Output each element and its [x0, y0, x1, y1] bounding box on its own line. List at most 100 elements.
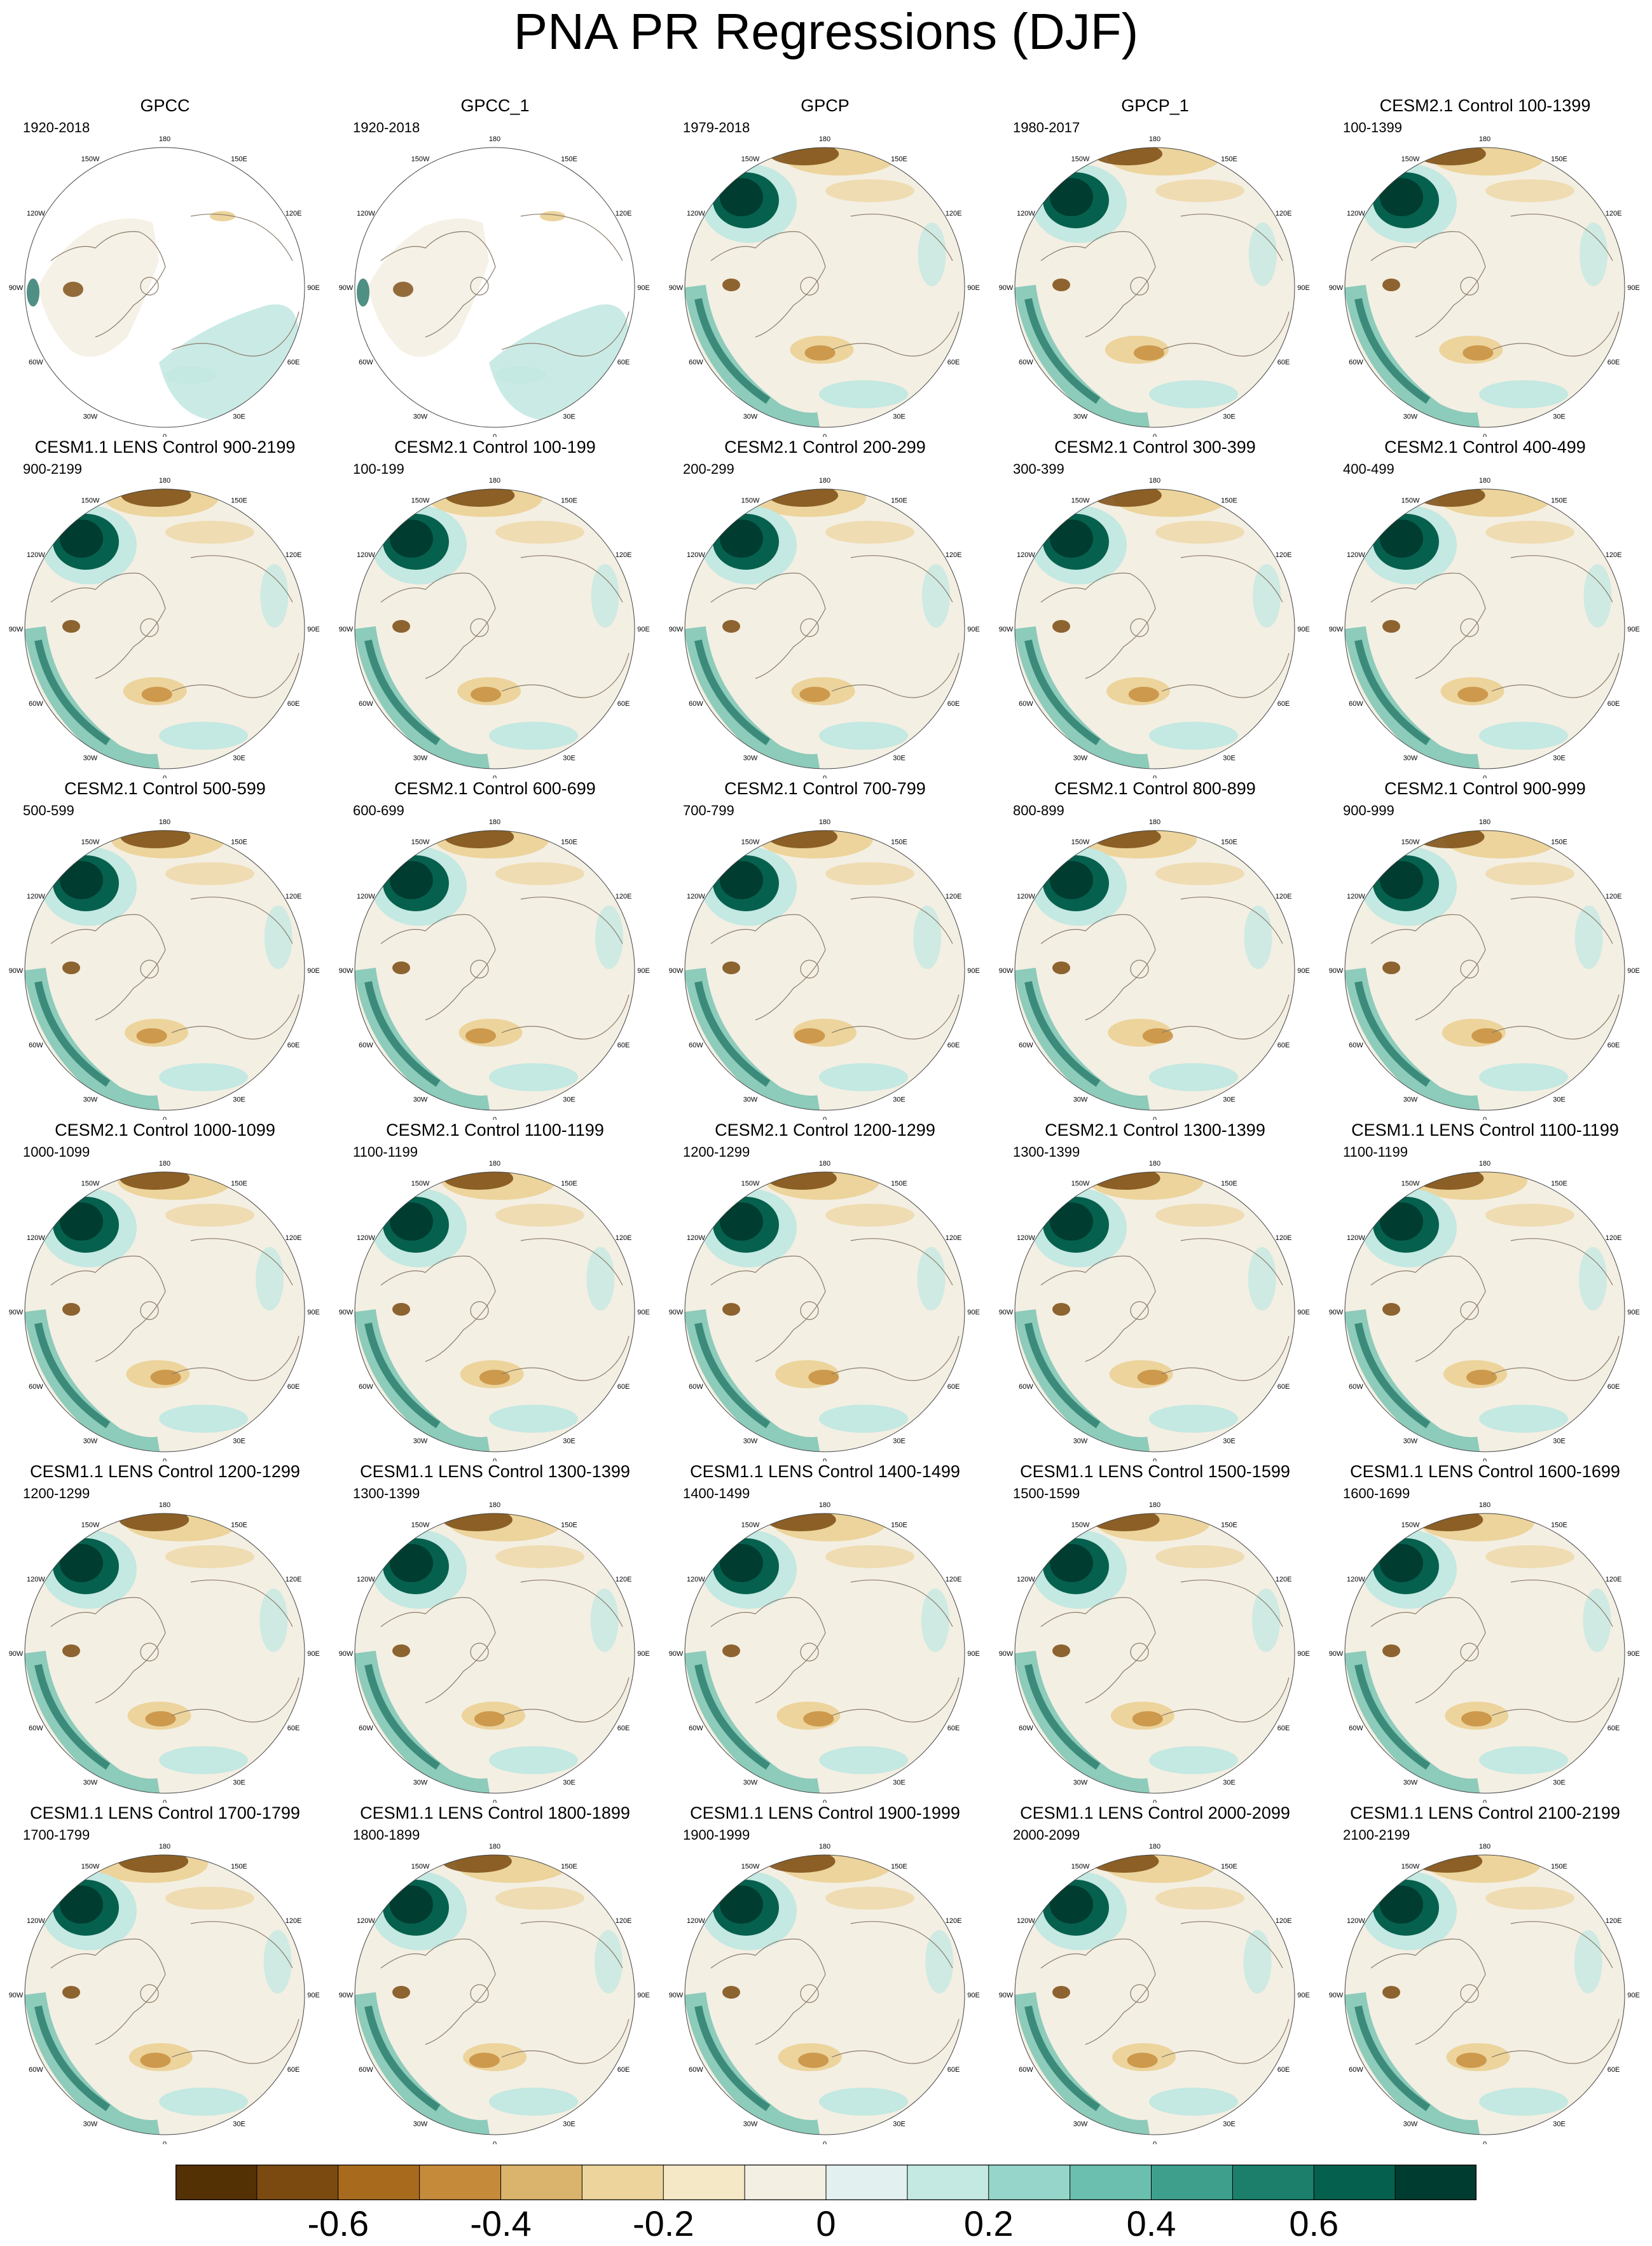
longitude-label: 180: [1149, 477, 1160, 485]
longitude-label: 150W: [411, 838, 430, 846]
longitude-label: 30E: [1553, 2121, 1566, 2128]
longitude-label: 120W: [27, 551, 45, 559]
longitude-label: 150W: [81, 497, 100, 504]
longitude-label: 90W: [1329, 967, 1344, 975]
map-panel: 180 150E 120E 90E 60E 30E 0 30W 60W 90W 120W 150W CE…: [1320, 1803, 1650, 2144]
longitude-label: 30W: [1073, 2121, 1088, 2128]
longitude-label: 90E: [1297, 1992, 1310, 1999]
longitude-label: 120W: [357, 1576, 375, 1583]
polar-map: 180 150E 120E 90E 60E 30E 0 30W 60W 90W 120W 150W: [9, 1843, 320, 2144]
longitude-label: 150W: [1401, 1521, 1420, 1529]
map-panel: 180 150E 120E 90E 60E 30E 0 30W 60W 90W 120W 150W CE…: [330, 1803, 660, 2144]
longitude-label: 90W: [669, 1992, 684, 1999]
panel-years: 1200-1299: [683, 1144, 750, 1160]
longitude-label: 150E: [1551, 838, 1567, 846]
panel-years: 600-699: [353, 803, 404, 818]
polar-map: 180 150E 120E 90E 60E 30E 0 30W 60W 90W 120W 150W: [339, 1501, 650, 1803]
longitude-label: 30W: [743, 1096, 758, 1104]
longitude-label: 150W: [1401, 838, 1420, 846]
panel-years: 1920-2018: [23, 120, 90, 135]
longitude-label: 30E: [233, 1438, 245, 1445]
longitude-label: 60W: [1019, 359, 1033, 366]
longitude-label: 120E: [1276, 1576, 1292, 1583]
longitude-label: 150E: [561, 155, 577, 163]
longitude-label: 150E: [231, 1863, 247, 1870]
map-panel: 180 150E 120E 90E 60E 30E 0 30W 60W 90W 120W 150W CE…: [330, 437, 660, 778]
panel-title: CESM2.1 Control 1300-1399: [1045, 1120, 1265, 1140]
longitude-label: 150E: [1551, 155, 1567, 163]
longitude-label: 60W: [1019, 1042, 1033, 1049]
longitude-label: 30E: [563, 755, 575, 762]
polar-map: 180 150E 120E 90E 60E 30E 0 30W 60W 90W 120W 150W: [9, 135, 320, 437]
longitude-label: 150W: [741, 1180, 760, 1187]
longitude-label: 150W: [1401, 1180, 1420, 1187]
longitude-label: 60W: [359, 700, 373, 708]
longitude-label: 120W: [357, 893, 375, 900]
longitude-label: 30E: [893, 1779, 905, 1787]
polar-map: 180 150E 120E 90E 60E 30E 0 30W 60W 90W 120W 150W: [999, 135, 1310, 437]
longitude-label: 60E: [947, 1042, 960, 1049]
longitude-label: 180: [489, 135, 500, 143]
longitude-label: 60E: [1607, 700, 1620, 708]
longitude-label: 90E: [637, 1992, 650, 1999]
longitude-label: 90E: [637, 1309, 650, 1316]
longitude-label: 90E: [967, 1650, 980, 1658]
longitude-label: 150W: [1401, 1863, 1420, 1870]
longitude-label: 30W: [83, 1096, 98, 1104]
panel-years: 700-799: [683, 803, 734, 818]
longitude-label: 60E: [287, 1042, 300, 1049]
panel-title: GPCP: [801, 96, 850, 115]
longitude-label: 60W: [1349, 1042, 1363, 1049]
longitude-label: 150E: [1221, 497, 1237, 504]
longitude-label: 60E: [1607, 1383, 1620, 1391]
longitude-label: 120E: [1606, 1234, 1622, 1242]
longitude-label: 0: [1483, 2140, 1487, 2144]
longitude-label: 30E: [563, 2121, 575, 2128]
longitude-label: 90E: [1297, 284, 1310, 292]
longitude-label: 0: [1483, 1116, 1487, 1120]
map-panel: 180 150E 120E 90E 60E 30E 0 30W 60W 90W 120W 150W CE…: [990, 778, 1320, 1120]
longitude-label: 60W: [359, 359, 373, 366]
map-panel: 180 150E 120E 90E 60E 30E 0 30W 60W 90W 120W 150W GP…: [330, 95, 660, 437]
panel-years: 900-2199: [23, 461, 82, 477]
polar-map: 180 150E 120E 90E 60E 30E 0 30W 60W 90W 120W 150W: [9, 477, 320, 778]
longitude-label: 90W: [339, 967, 354, 975]
map-panel: 180 150E 120E 90E 60E 30E 0 30W 60W 90W 120W 150W CE…: [330, 1120, 660, 1461]
longitude-label: 150W: [1401, 497, 1420, 504]
longitude-label: 90E: [1297, 1650, 1310, 1658]
longitude-label: 120W: [27, 893, 45, 900]
longitude-label: 30E: [233, 755, 245, 762]
longitude-label: 30W: [413, 1438, 428, 1445]
map-panel: 180 150E 120E 90E 60E 30E 0 30W 60W 90W 120W 150W CE…: [990, 1803, 1320, 2144]
longitude-label: 180: [819, 1843, 830, 1850]
longitude-label: 150E: [1221, 1863, 1237, 1870]
longitude-label: 0: [1153, 775, 1157, 778]
longitude-label: 120E: [1276, 210, 1292, 217]
longitude-label: 60E: [1277, 2066, 1290, 2074]
longitude-label: 90E: [967, 1992, 980, 1999]
longitude-label: 120W: [27, 1234, 45, 1242]
longitude-label: 90W: [1329, 626, 1344, 633]
colorbar-tick-label: -0.2: [633, 2203, 694, 2243]
longitude-label: 0: [1483, 1799, 1487, 1803]
longitude-label: 150W: [81, 155, 100, 163]
longitude-label: 180: [489, 1501, 500, 1509]
longitude-label: 60W: [1019, 700, 1033, 708]
longitude-label: 60E: [947, 359, 960, 366]
panel-years: 1980-2017: [1013, 120, 1080, 135]
longitude-label: 180: [1149, 1160, 1160, 1168]
panel-years: 200-299: [683, 461, 734, 477]
longitude-label: 90E: [967, 1309, 980, 1316]
longitude-label: 150E: [891, 1521, 907, 1529]
panel-title: CESM2.1 Control 700-799: [724, 779, 926, 798]
longitude-label: 150W: [411, 1521, 430, 1529]
colorbar-swatch: [988, 2165, 1071, 2200]
longitude-label: 60W: [29, 359, 43, 366]
longitude-label: 90E: [307, 1650, 320, 1658]
longitude-label: 60E: [617, 2066, 630, 2074]
panel-years: 1100-1199: [353, 1144, 418, 1160]
longitude-label: 30W: [413, 2121, 428, 2128]
longitude-label: 60E: [1607, 1725, 1620, 1732]
longitude-label: 150W: [411, 1863, 430, 1870]
longitude-label: 120E: [286, 1234, 302, 1242]
